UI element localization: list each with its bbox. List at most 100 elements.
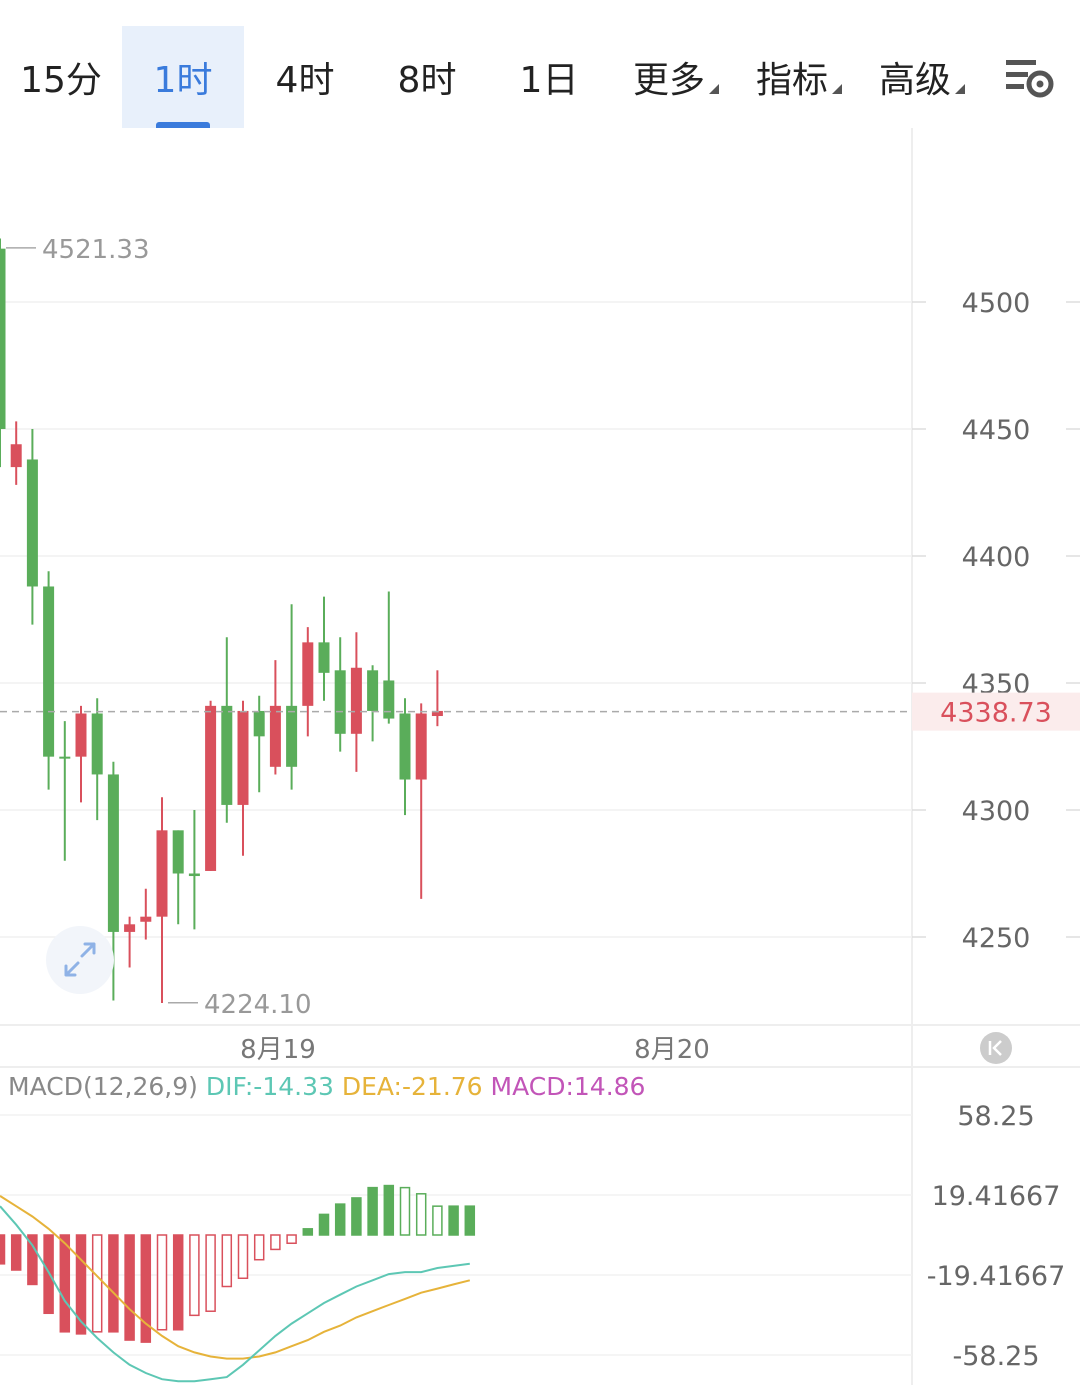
price-tick-label: 4300: [962, 796, 1031, 827]
candle-down: [75, 713, 87, 757]
tab-8hour[interactable]: 8时: [397, 60, 457, 101]
macd-bar-positive: [302, 1228, 314, 1236]
macd-bar-positive: [432, 1205, 443, 1236]
scroll-latest-bg: [980, 1032, 1012, 1064]
candle-down: [350, 667, 362, 734]
tab-4hour[interactable]: 4时: [275, 60, 335, 101]
macd-bar-positive: [464, 1205, 476, 1236]
macd-bar-negative: [189, 1234, 200, 1317]
price-tick-label: 4500: [962, 288, 1031, 319]
time-axis-label: 8月19: [240, 1035, 316, 1065]
macd-bar-negative: [140, 1234, 152, 1343]
low-price-label: 4224.10: [204, 990, 312, 1020]
macd-header-part: MACD(12,26,9): [8, 1072, 198, 1101]
candle-up: [367, 670, 379, 711]
tab-indicators[interactable]: 指标: [738, 26, 860, 128]
expand-arrows: [64, 942, 96, 977]
scroll-latest-glyph: [988, 1040, 1002, 1056]
macd-bar-positive: [318, 1213, 330, 1236]
macd-bar-positive: [367, 1186, 378, 1236]
macd-bar-positive: [334, 1203, 346, 1236]
time-axis-label: 8月20: [634, 1035, 710, 1065]
dea-line: [0, 1195, 471, 1360]
candle-up: [383, 680, 395, 719]
candle-down: [302, 642, 314, 706]
macd-bar-negative: [10, 1234, 22, 1271]
macd-header-part: MACD:14.86: [483, 1072, 646, 1101]
current-price-label: 4338.73: [940, 698, 1052, 729]
macd-bar-negative: [59, 1234, 71, 1333]
macd-tick-label: 58.25: [957, 1101, 1034, 1132]
macd-header-part: DIF:-14.33: [198, 1072, 334, 1101]
macd-tick-label: 19.41667: [932, 1181, 1061, 1212]
tab-1hour[interactable]: 1时: [122, 26, 244, 128]
candle-down: [431, 710, 443, 717]
dropdown-corner-icon: [832, 84, 842, 94]
chart-settings-icon[interactable]: [1000, 52, 1060, 104]
candle-down: [156, 830, 168, 917]
candle-up: [59, 756, 71, 759]
macd-bar-negative: [91, 1234, 103, 1333]
candle-up: [43, 586, 55, 757]
macd-bar-negative: [237, 1234, 249, 1280]
macd-bar-positive: [383, 1184, 395, 1236]
candle-up: [172, 830, 184, 874]
macd-bar-positive: [415, 1193, 427, 1236]
candle-up: [399, 713, 411, 780]
candle-up: [188, 873, 200, 877]
dropdown-corner-icon: [709, 84, 719, 94]
timeframe-toolbar: 15分 1时 4时 8时 1日 更多 指标 高级: [0, 0, 1080, 128]
candle-down: [415, 713, 427, 780]
dropdown-corner-icon: [955, 84, 965, 94]
candle-down: [124, 924, 136, 932]
macd-bar-negative: [75, 1234, 87, 1335]
candle-up: [221, 705, 233, 805]
macd-bar-negative: [286, 1234, 297, 1244]
candle-up: [253, 710, 265, 737]
macd-bar-negative: [156, 1234, 168, 1331]
tab-more[interactable]: 更多: [615, 26, 737, 128]
macd-bar-negative: [172, 1234, 184, 1331]
macd-header: MACD(12,26,9) DIF:-14.33 DEA:-21.76 MACD…: [8, 1072, 645, 1101]
active-tab-indicator: [156, 122, 210, 128]
tab-advanced[interactable]: 高级: [861, 26, 983, 128]
candle-up: [107, 774, 119, 932]
macd-bar-negative: [124, 1234, 135, 1341]
macd-bar-negative: [221, 1234, 233, 1288]
candle-up: [286, 705, 298, 767]
price-tick-label: 4400: [962, 542, 1031, 573]
scroll-latest-icon[interactable]: [980, 1032, 1012, 1064]
candle-up: [26, 459, 38, 587]
macd-bar-negative: [270, 1234, 281, 1251]
tab-1day[interactable]: 1日: [519, 60, 579, 101]
high-price-label: 4521.33: [42, 235, 150, 265]
candle-up: [318, 642, 330, 673]
macd-bar-negative: [43, 1234, 54, 1315]
expand-icon[interactable]: [46, 926, 114, 994]
candle-up: [91, 713, 103, 775]
candle-down: [269, 705, 281, 767]
price-tick-label: 4250: [962, 923, 1031, 954]
tab-15min[interactable]: 15分: [20, 60, 102, 101]
current-price-badge: [912, 692, 1080, 731]
candle-up: [0, 248, 6, 429]
chart-area[interactable]: 4500445044004350430042504521.334224.1043…: [0, 128, 1080, 1385]
candle-down: [10, 444, 22, 468]
candle-down: [140, 916, 152, 922]
macd-bar-positive: [351, 1197, 362, 1236]
macd-tick-label: -58.25: [952, 1341, 1039, 1372]
candle-up: [334, 670, 346, 734]
dif-line: [0, 1205, 470, 1383]
macd-bar-negative: [108, 1234, 119, 1333]
price-tick-label: 4450: [962, 415, 1031, 446]
candle-down: [237, 710, 249, 805]
macd-header-part: DEA:-21.76: [334, 1072, 483, 1101]
macd-bar-positive: [448, 1205, 459, 1236]
macd-tick-label: -19.41667: [927, 1261, 1066, 1292]
macd-bar-negative: [0, 1234, 6, 1265]
macd-bar-negative: [27, 1234, 38, 1286]
expand-icon-bg: [46, 926, 114, 994]
macd-bar-negative: [205, 1234, 216, 1312]
candle-down: [205, 705, 217, 871]
macd-bar-positive: [399, 1186, 411, 1236]
